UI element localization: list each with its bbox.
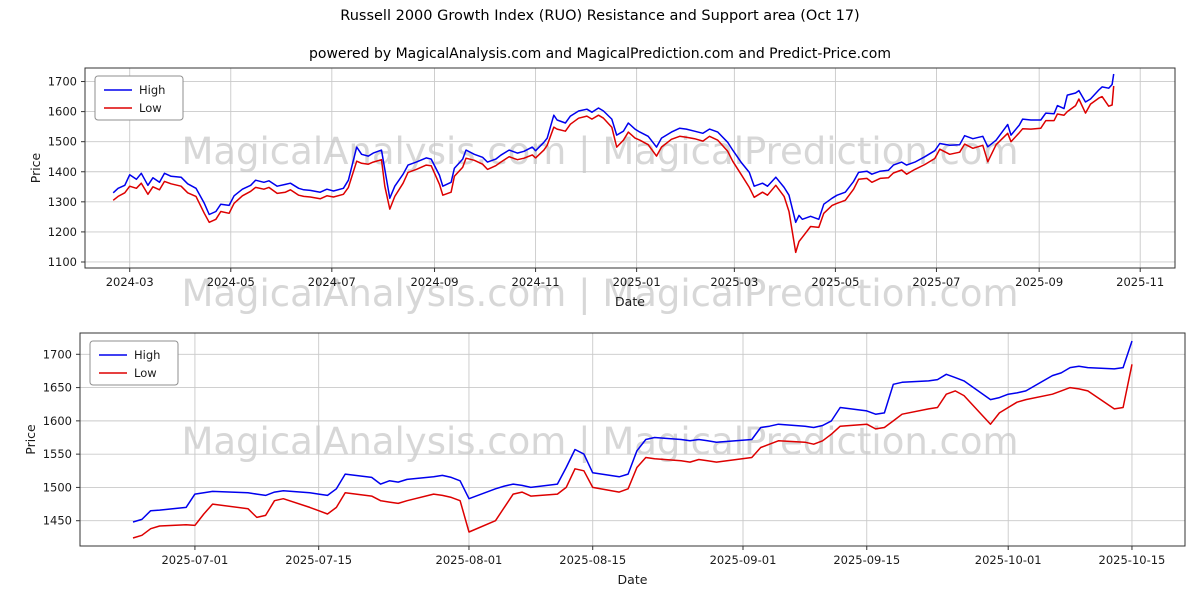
x-tick-label: 2025-07-01 [161, 553, 228, 567]
y-tick-label: 1200 [48, 225, 77, 239]
x-tick-label: 2024-07 [308, 275, 356, 289]
legend-label-high: High [134, 348, 160, 362]
y-tick-label: 1500 [43, 480, 72, 494]
x-tick-label: 2025-08-15 [559, 553, 626, 567]
y-tick-label: 1600 [48, 105, 77, 119]
x-tick-label: 2024-03 [106, 275, 154, 289]
top-chart: 2024-03 2024-05 2024-07 2024-09 2024-11 2025-… [28, 67, 1176, 309]
figure-title: Russell 2000 Growth Index (RUO) Resistan… [340, 8, 860, 24]
x-tick-label: 2025-10-01 [975, 553, 1042, 567]
legend: High Low [94, 75, 184, 121]
y-tick-label: 1650 [43, 381, 72, 395]
series-line-low [112, 85, 1115, 254]
x-tick-label: 2025-07-15 [285, 553, 352, 567]
x-tick-label: 2025-09-15 [833, 553, 900, 567]
x-axis-label: Date [615, 294, 645, 309]
y-tick-label: 1700 [43, 347, 72, 361]
y-axis-label: Price [23, 424, 38, 455]
y-tick-label: 1500 [48, 135, 77, 149]
series-line-low [132, 364, 1133, 539]
y-tick-label: 1700 [48, 75, 77, 89]
y-axis-label: Price [28, 152, 43, 183]
x-axis-label: Date [618, 572, 648, 587]
y-tick-label: 1100 [48, 255, 77, 269]
x-tick-label: 2025-07 [912, 275, 960, 289]
bottom-chart: 2025-07-01 2025-07-15 2025-08-01 2025-08-15… [23, 332, 1186, 587]
x-tick-label: 2025-09 [1015, 275, 1063, 289]
x-tick-label: 2025-10-15 [1099, 553, 1166, 567]
x-tick-label: 2024-05 [207, 275, 255, 289]
legend-label-high: High [139, 83, 165, 97]
legend: High Low [89, 340, 179, 386]
x-tick-label: 2025-05 [811, 275, 859, 289]
x-tick-label: 2024-09 [410, 275, 458, 289]
figure-subtitle: powered by MagicalAnalysis.com and Magic… [309, 46, 891, 62]
x-tick-label: 2025-03 [710, 275, 758, 289]
y-tick-label: 1400 [48, 165, 77, 179]
x-tick-label: 2025-08-01 [436, 553, 503, 567]
y-tick-label: 1300 [48, 195, 77, 209]
x-tick-label: 2024-11 [512, 275, 560, 289]
x-tick-label: 2025-09-01 [710, 553, 777, 567]
y-tick-label: 1450 [43, 514, 72, 528]
legend-label-low: Low [134, 366, 157, 380]
series-line-high [112, 73, 1115, 224]
x-tick-label: 2025-11 [1116, 275, 1164, 289]
x-tick-label: 2025-01 [613, 275, 661, 289]
series-line-high [132, 340, 1133, 523]
legend-label-low: Low [139, 101, 162, 115]
y-tick-label: 1550 [43, 447, 72, 461]
y-tick-label: 1600 [43, 414, 72, 428]
